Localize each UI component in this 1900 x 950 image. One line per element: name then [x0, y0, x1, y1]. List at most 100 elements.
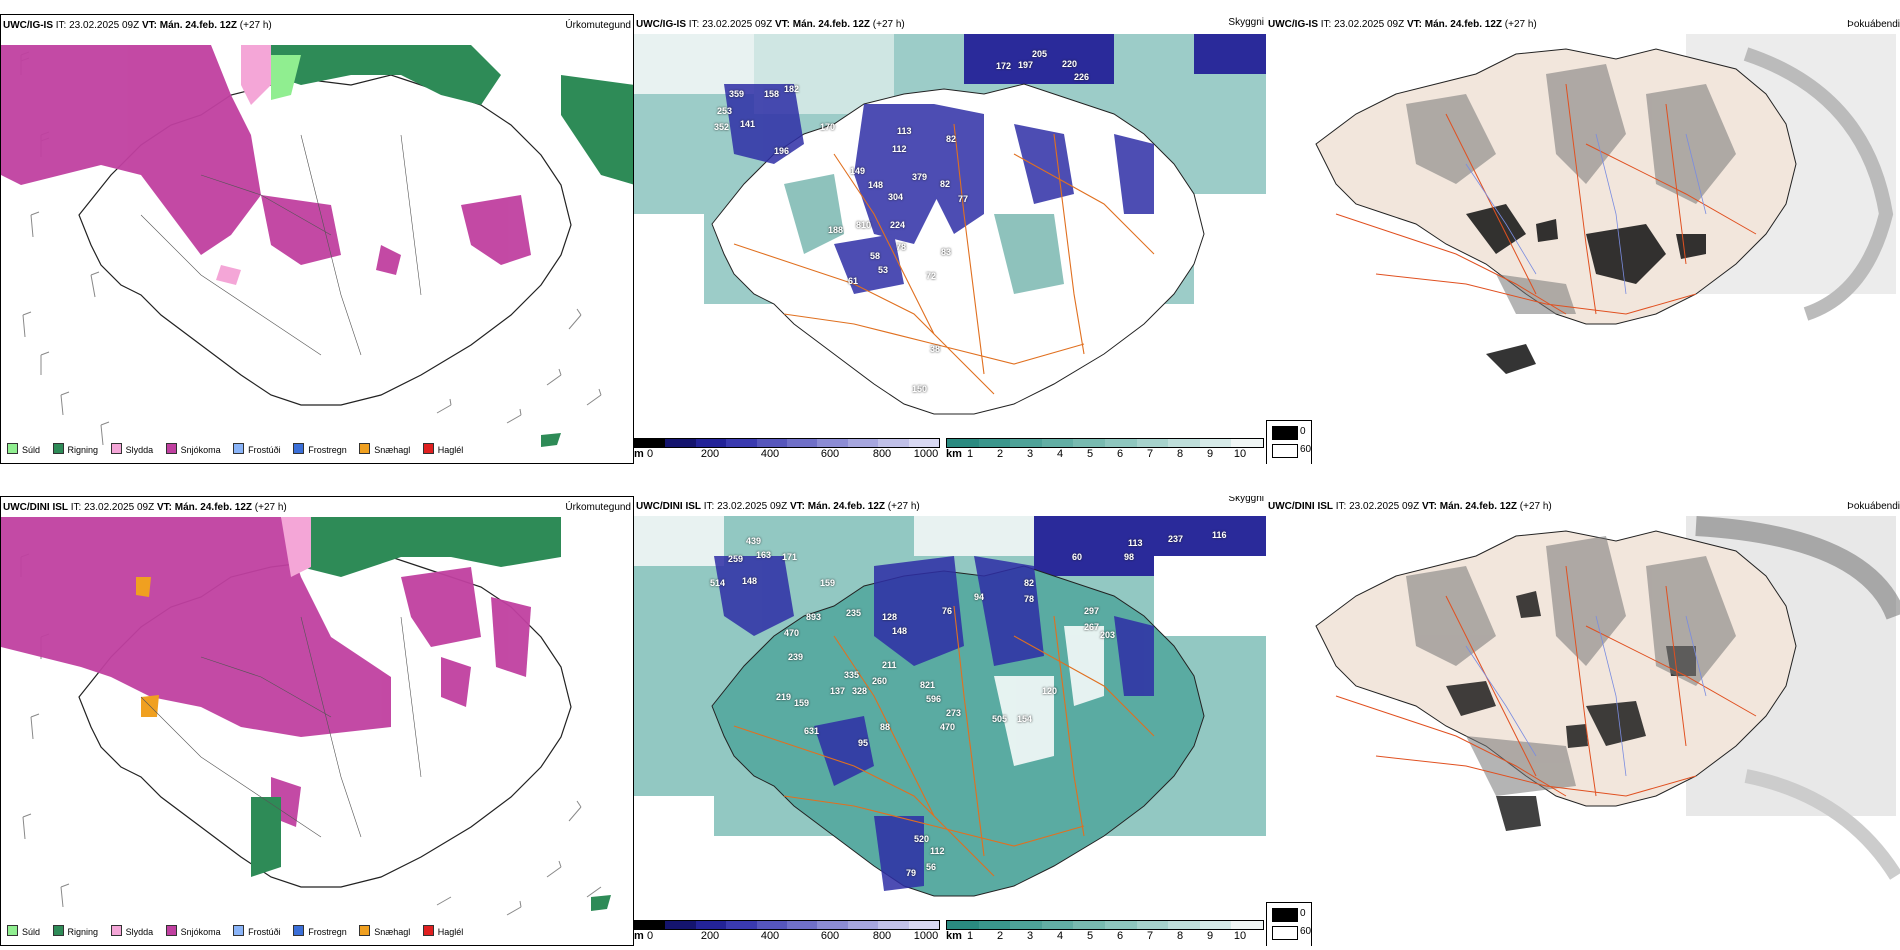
cloud-base-label: 95 — [858, 738, 869, 748]
colorbar-tick: 200 — [700, 448, 720, 460]
precip-legend: Súld Rigning Slydda Snjókoma Frostúði Fr… — [7, 443, 473, 459]
colorbar-tick: 400 — [760, 930, 780, 942]
cloud-base-label: 253 — [717, 106, 733, 116]
cloud-base-label: 631 — [804, 726, 820, 736]
precip-type-map — [1, 45, 633, 447]
cloud-base-label: 439 — [746, 536, 762, 546]
colorbar-tick: 800 — [872, 930, 892, 942]
legend-item: Rigning — [52, 443, 98, 457]
cloud-base-label: 98 — [1124, 552, 1135, 562]
cloud-base-label: 352 — [714, 122, 730, 132]
colorbar-tick: 6 — [1116, 448, 1124, 460]
cloud-base-label: 172 — [996, 61, 1012, 71]
cloud-base-label: 203 — [1100, 630, 1116, 640]
colorbar-tick: 9 — [1206, 930, 1214, 942]
colorbar-tick: 1000 — [913, 930, 939, 942]
colorbar-tick: 8 — [1176, 448, 1184, 460]
cloud-base-label: 149 — [850, 166, 866, 176]
cloud-base-label: 273 — [946, 708, 962, 718]
colorbar-tick: 2 — [996, 448, 1004, 460]
colorbar-tick: 8 — [1176, 930, 1184, 942]
colorbar-tick: 200 — [700, 930, 720, 942]
colorbar-tick: 3 — [1026, 448, 1034, 460]
cloud-base-label: 297 — [1084, 606, 1100, 616]
cloud-base-label: 470 — [940, 722, 956, 732]
cloud-base-colorbar: m 0 200 400 600 800 1000 — [634, 920, 940, 946]
cloud-base-label: 82 — [946, 134, 957, 144]
colorbar-tick: 6 — [1116, 930, 1124, 942]
legend-item: Snjókoma — [165, 443, 221, 457]
cloud-base-label: 137 — [830, 686, 846, 696]
precip-type-panel-top: UWC/IG-IS IT: 23.02.2025 09Z VT: Mán. 24… — [0, 14, 634, 464]
cloud-base-label: 197 — [1018, 60, 1034, 70]
cloud-base-label: 112 — [930, 846, 945, 856]
colorbar-cells — [946, 920, 1264, 930]
legend-item: Haglél — [422, 443, 463, 457]
cloud-base-label: 148 — [868, 180, 884, 190]
cloud-base-label: 154 — [1017, 714, 1033, 724]
colorbar-tick: 10 — [1233, 930, 1247, 942]
legend-item: Frostregn — [293, 925, 347, 939]
cloud-base-label: 113 — [897, 126, 912, 136]
panel-title: Þokuábendi — [1847, 19, 1900, 30]
legend-swatch — [110, 443, 122, 454]
colorbar-unit: km — [946, 448, 962, 460]
colorbar-unit: km — [946, 930, 962, 942]
colorbar-tick: 4 — [1056, 448, 1064, 460]
cloud-base-label: 505 — [992, 714, 1008, 724]
colorbar-cells — [634, 920, 940, 930]
colorbar-tick: 5 — [1086, 930, 1094, 942]
legend-swatch — [165, 925, 177, 936]
cloud-base-label: 226 — [1074, 72, 1090, 82]
cloud-base-label: 150 — [912, 384, 928, 394]
cloud-base-label: 893 — [806, 612, 822, 622]
cloud-base-label: 141 — [740, 119, 756, 129]
iceland-coast — [711, 83, 1205, 415]
colorbar-tick: 1 — [966, 448, 974, 460]
colorbar-tick: 7 — [1146, 930, 1154, 942]
panel-header: UWC/IG-IS IT: 23.02.2025 09Z VT: Mán. 24… — [1268, 19, 1900, 30]
legend-item: Haglél — [422, 925, 463, 939]
cloud-base-label: 61 — [848, 276, 859, 286]
cloud-base-label: 359 — [729, 89, 745, 99]
precip-type-map — [1, 517, 611, 916]
cloud-base-label: 53 — [878, 265, 889, 275]
visibility-map — [634, 34, 1266, 415]
legend-item: Frostúði — [233, 443, 281, 457]
cloud-base-label: 235 — [846, 608, 862, 618]
visibility-colorbar: km 1 2 3 4 5 6 7 8 9 10 — [946, 920, 1264, 946]
cloud-base-label: 60 — [1072, 552, 1083, 562]
panel-header: UWC/DINI ISL IT: 23.02.2025 09Z VT: Mán.… — [3, 502, 631, 513]
legend-swatch — [293, 443, 305, 454]
fog-legend-value: 0 — [1300, 908, 1306, 919]
cloud-base-label: 171 — [782, 552, 798, 562]
cloud-base-label: 112 — [892, 144, 907, 154]
panel-header: UWC/DINI ISL IT: 23.02.2025 09Z VT: Mán.… — [1268, 501, 1900, 512]
cloud-base-label: 188 — [828, 225, 844, 235]
fog-swatch-black — [1272, 908, 1298, 922]
legend-swatch — [293, 925, 305, 936]
cloud-base-label: 596 — [926, 694, 942, 704]
cloud-base-label: 520 — [914, 834, 930, 844]
panel-header: UWC/IG-IS IT: 23.02.2025 09Z VT: Mán. 24… — [3, 20, 631, 31]
visibility-panel-bottom: UWC/DINI ISL IT: 23.02.2025 09Z VT: Mán.… — [634, 496, 1266, 946]
cloud-base-label: 211 — [882, 660, 897, 670]
cloud-base-label: 514 — [710, 578, 726, 588]
legend-swatch — [359, 443, 371, 454]
cloud-base-label: 259 — [728, 554, 744, 564]
cloud-base-label: 163 — [756, 550, 772, 560]
cloud-base-label: 810 — [856, 220, 872, 230]
fog-index-panel-top: UWC/IG-IS IT: 23.02.2025 09Z VT: Mán. 24… — [1266, 14, 1900, 464]
legend-item: Rigning — [52, 925, 98, 939]
panel-header: UWC/IG-IS IT: 23.02.2025 09Z VT: Mán. 24… — [636, 17, 1264, 30]
cloud-base-label: 237 — [1168, 534, 1184, 544]
colorbar-tick: 9 — [1206, 448, 1214, 460]
cloud-base-label: 182 — [784, 84, 800, 94]
legend-swatch — [52, 925, 64, 936]
panel-title: Þokuábendi — [1847, 501, 1900, 512]
cloud-base-label: 94 — [974, 592, 985, 602]
colorbar-unit: m — [634, 930, 644, 942]
panel-header: UWC/DINI ISL IT: 23.02.2025 09Z VT: Mán.… — [634, 496, 1266, 514]
panel-title: Úrkomutegund — [565, 20, 631, 31]
cloud-base-label: 128 — [882, 612, 898, 622]
